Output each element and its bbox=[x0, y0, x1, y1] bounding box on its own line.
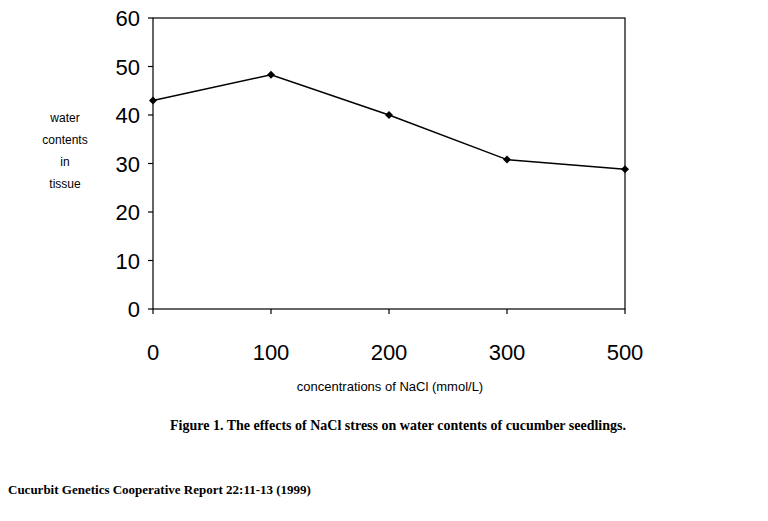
data-point bbox=[503, 156, 511, 164]
chart-title: Figure 1. The effects of NaCl stress on … bbox=[170, 418, 626, 433]
plot-frame bbox=[153, 18, 625, 309]
series-group bbox=[149, 71, 629, 174]
chart-svg: 0 10 20 30 40 50 60 0 100 200 300 500 water contents i… bbox=[0, 0, 768, 521]
data-point bbox=[149, 96, 157, 104]
y-axis-label-line: contents bbox=[42, 133, 87, 147]
chart-container: 0 10 20 30 40 50 60 0 100 200 300 500 water contents i… bbox=[0, 0, 768, 521]
y-tick bbox=[148, 163, 153, 164]
y-axis-label-line: water bbox=[49, 111, 79, 125]
x-tick bbox=[152, 309, 153, 314]
data-point bbox=[385, 111, 393, 119]
y-tick-label: 30 bbox=[116, 152, 140, 177]
x-tick-label: 200 bbox=[371, 340, 408, 365]
y-tick bbox=[148, 66, 153, 67]
y-tick-label: 40 bbox=[116, 103, 140, 128]
x-tick bbox=[388, 309, 389, 314]
y-tick bbox=[148, 260, 153, 261]
y-tick bbox=[148, 211, 153, 212]
x-tick bbox=[506, 309, 507, 314]
x-tick bbox=[270, 309, 271, 314]
y-tick-label: 0 bbox=[128, 297, 140, 322]
y-tick-label: 10 bbox=[116, 249, 140, 274]
source-note: Cucurbit Genetics Cooperative Report 22:… bbox=[8, 482, 311, 497]
y-tick bbox=[148, 308, 153, 309]
x-tick-label: 0 bbox=[147, 340, 159, 365]
x-tick-label: 100 bbox=[253, 340, 290, 365]
y-axis-label-line: tissue bbox=[49, 177, 81, 191]
x-tick-label: 300 bbox=[489, 340, 526, 365]
y-tick-label: 50 bbox=[116, 55, 140, 80]
y-tick-label: 20 bbox=[116, 200, 140, 225]
y-tick-label: 60 bbox=[116, 6, 140, 31]
y-tick bbox=[148, 17, 153, 18]
y-tick bbox=[148, 114, 153, 115]
x-tick-label: 500 bbox=[607, 340, 644, 365]
data-point bbox=[267, 71, 275, 79]
y-axis-label: water contents in tissue bbox=[42, 111, 87, 191]
series-line bbox=[153, 75, 625, 170]
x-axis-label: concentrations of NaCl (mmol/L) bbox=[297, 379, 483, 394]
x-tick bbox=[624, 309, 625, 314]
data-point bbox=[621, 165, 629, 173]
y-axis-label-line: in bbox=[60, 155, 69, 169]
